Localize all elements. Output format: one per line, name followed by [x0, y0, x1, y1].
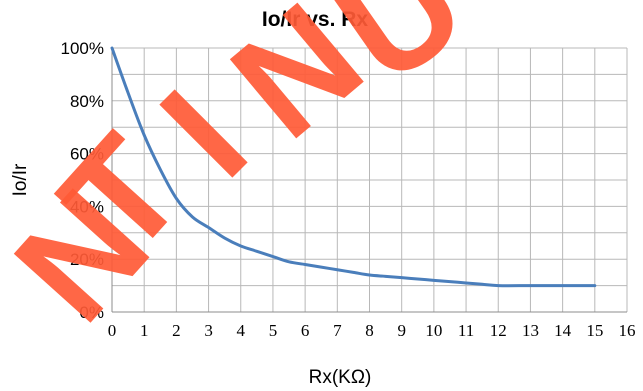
x-tick-label: 7 — [333, 321, 342, 340]
x-tick-label: 15 — [586, 321, 603, 340]
x-tick-label: 6 — [301, 321, 310, 340]
x-axis-label: Rx(KΩ) — [309, 367, 372, 388]
y-tick-label: 100% — [61, 39, 104, 58]
series — [110, 46, 597, 288]
y-tick-labels: 0% 20% 40% 60% 80% 100% — [61, 39, 104, 322]
x-tick-label: 8 — [365, 321, 374, 340]
grid — [111, 47, 628, 313]
x-tick-label: 13 — [522, 321, 539, 340]
y-tick-label: 80% — [70, 92, 104, 111]
chart-title: Io/Ir vs. Rx — [262, 8, 369, 31]
x-tick-label: 0 — [108, 321, 117, 340]
y-axis-label: Io/Ir — [10, 163, 31, 196]
x-tick-label: 1 — [140, 321, 149, 340]
x-tick-label: 12 — [490, 321, 507, 340]
x-tick-label: 3 — [204, 321, 213, 340]
x-tick-label: 11 — [458, 321, 474, 340]
axes — [111, 48, 627, 313]
x-tick-labels: 0 1 2 3 4 5 6 7 8 9 10 11 12 13 14 15 16 — [108, 321, 636, 340]
y-tick-label: 40% — [70, 197, 104, 216]
y-tick-label: 60% — [70, 145, 104, 164]
x-tick-label: 5 — [269, 321, 278, 340]
x-tick-label: 2 — [172, 321, 181, 340]
x-tick-label: 9 — [397, 321, 406, 340]
y-tick-label: 0% — [79, 303, 104, 322]
x-tick-label: 10 — [425, 321, 442, 340]
y-tick-label: 20% — [70, 250, 104, 269]
x-tick-label: 16 — [619, 321, 636, 340]
series-line — [110, 46, 597, 288]
x-tick-label: 14 — [554, 321, 572, 340]
x-tick-label: 4 — [237, 321, 246, 340]
